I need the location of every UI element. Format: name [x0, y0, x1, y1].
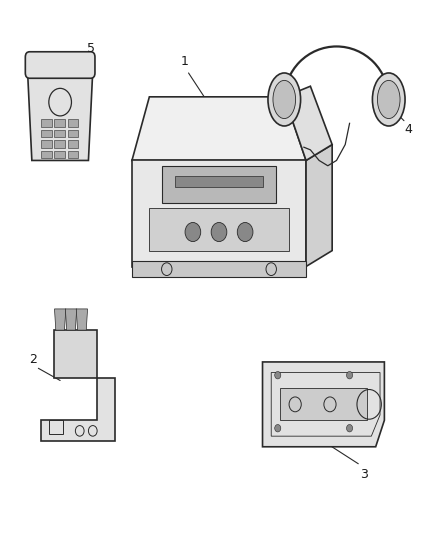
Polygon shape	[41, 378, 115, 441]
Bar	[67, 119, 78, 126]
Polygon shape	[54, 309, 66, 330]
Ellipse shape	[273, 80, 296, 118]
Text: 3: 3	[360, 468, 368, 481]
Polygon shape	[132, 261, 306, 277]
Bar	[42, 140, 52, 148]
Bar	[54, 151, 65, 158]
Text: 4: 4	[404, 123, 412, 136]
Bar	[67, 151, 78, 158]
Polygon shape	[149, 208, 289, 251]
Bar	[54, 130, 65, 137]
Circle shape	[346, 372, 353, 379]
Polygon shape	[76, 309, 88, 330]
Text: 5: 5	[87, 43, 95, 55]
Polygon shape	[132, 160, 306, 266]
Polygon shape	[53, 330, 97, 378]
Circle shape	[237, 222, 253, 241]
Polygon shape	[162, 166, 276, 203]
Bar	[54, 119, 65, 126]
Text: 2: 2	[29, 353, 37, 366]
Ellipse shape	[372, 73, 405, 126]
Bar	[42, 151, 52, 158]
Circle shape	[211, 222, 227, 241]
Circle shape	[275, 424, 281, 432]
Bar	[54, 140, 65, 148]
Circle shape	[346, 424, 353, 432]
Polygon shape	[284, 86, 332, 160]
Ellipse shape	[268, 73, 300, 126]
Polygon shape	[65, 309, 77, 330]
Polygon shape	[132, 97, 306, 160]
Text: 1: 1	[180, 55, 188, 68]
Bar	[42, 130, 52, 137]
Polygon shape	[262, 362, 385, 447]
Polygon shape	[306, 144, 332, 266]
Bar	[49, 419, 63, 433]
Bar	[67, 130, 78, 137]
Bar	[42, 119, 52, 126]
Ellipse shape	[378, 80, 400, 118]
Polygon shape	[28, 70, 93, 160]
Circle shape	[275, 372, 281, 379]
FancyBboxPatch shape	[25, 52, 95, 78]
Bar	[280, 389, 367, 420]
Bar	[67, 140, 78, 148]
Polygon shape	[176, 176, 262, 187]
Circle shape	[185, 222, 201, 241]
